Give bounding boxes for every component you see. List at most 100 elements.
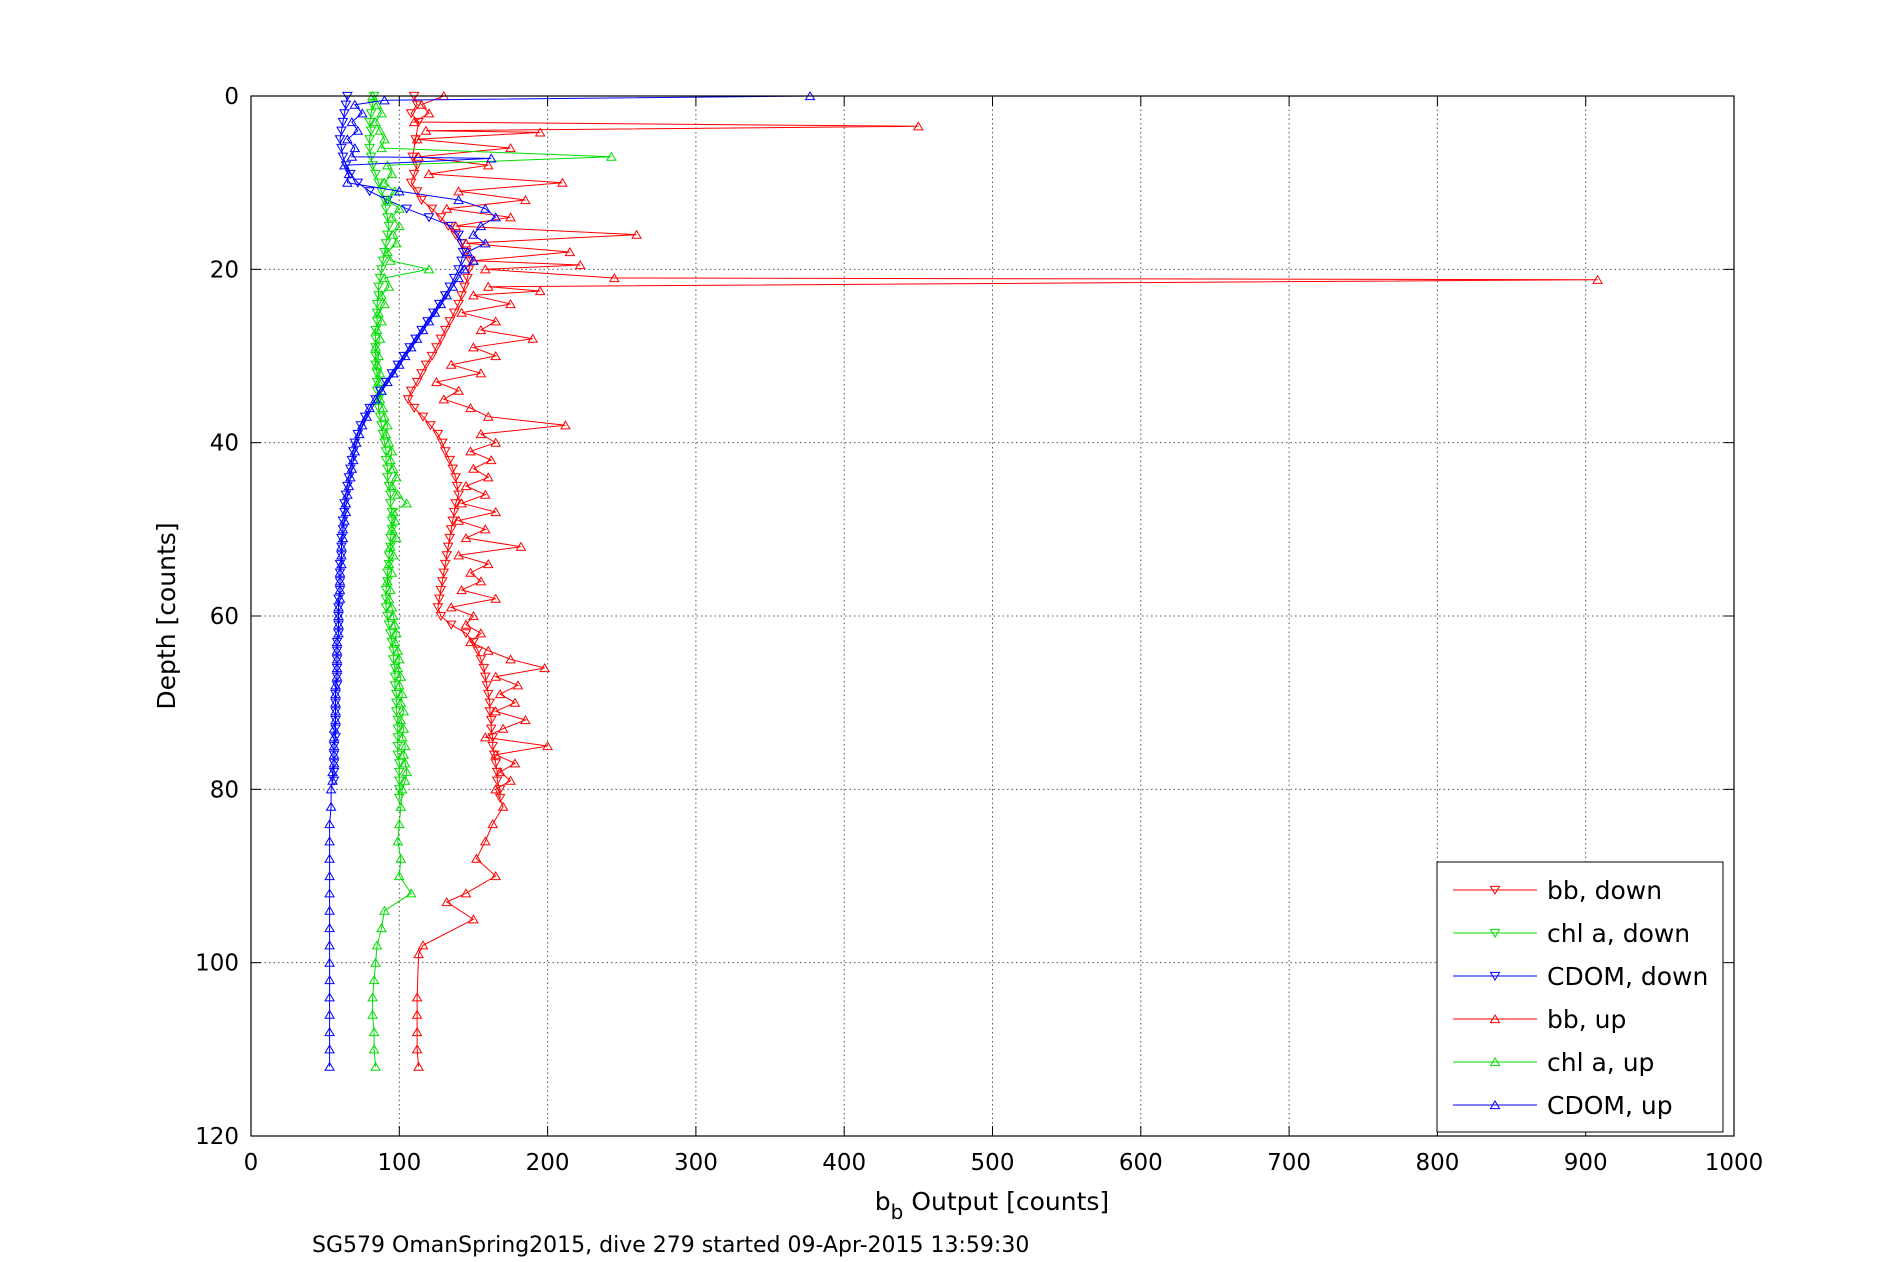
legend-swatch-marker	[1489, 1013, 1501, 1024]
legend-label: chl a, down	[1547, 919, 1690, 948]
data-point	[344, 464, 356, 474]
data-point	[355, 421, 367, 431]
data-point	[395, 671, 407, 681]
data-point	[389, 636, 401, 647]
data-point	[343, 480, 355, 491]
data-point	[385, 629, 396, 639]
data-point	[405, 109, 417, 119]
data-point	[371, 359, 383, 369]
data-point	[368, 974, 380, 985]
data-point	[382, 246, 393, 257]
data-point	[386, 637, 398, 648]
data-point	[380, 603, 392, 613]
data-point	[557, 177, 568, 187]
series-line	[372, 95, 612, 1067]
data-point	[490, 749, 502, 759]
data-point	[386, 567, 398, 577]
data-point	[479, 203, 491, 213]
data-point	[382, 376, 393, 387]
data-point	[411, 992, 423, 1002]
data-point	[349, 446, 361, 456]
data-point	[352, 178, 364, 188]
data-point	[408, 403, 420, 414]
data-point	[416, 195, 427, 206]
data-point	[342, 481, 353, 492]
data-point	[379, 411, 390, 421]
data-point	[331, 681, 343, 691]
data-point	[383, 437, 395, 447]
data-point	[379, 247, 390, 258]
data-point	[425, 421, 436, 431]
data-point	[371, 99, 383, 109]
data-point	[324, 1061, 335, 1071]
caption: SG579 OmanSpring2015, dive 279 started 0…	[312, 1233, 1029, 1258]
data-point	[436, 577, 448, 587]
data-point	[445, 359, 457, 369]
data-point	[460, 480, 472, 491]
data-point	[462, 273, 473, 284]
data-point	[433, 594, 445, 604]
data-point	[395, 697, 407, 707]
data-point	[417, 324, 429, 335]
data-point	[459, 264, 470, 274]
data-point	[380, 594, 392, 604]
data-point	[560, 420, 571, 430]
data-point	[380, 204, 392, 214]
data-point	[383, 558, 395, 569]
data-point	[497, 801, 509, 811]
data-point	[324, 905, 335, 915]
x-tick-label: 700	[1267, 1150, 1311, 1176]
data-point	[392, 724, 404, 734]
data-point	[373, 291, 384, 301]
data-point	[328, 740, 340, 751]
data-point	[435, 334, 447, 344]
x-axis-label: bb Output [counts]	[875, 1187, 1109, 1224]
data-point	[475, 628, 487, 638]
data-point	[475, 655, 487, 665]
data-point	[385, 541, 396, 551]
data-point	[539, 662, 551, 673]
data-point	[365, 109, 377, 119]
data-point	[390, 628, 402, 638]
data-point	[460, 888, 472, 898]
data-point	[330, 733, 341, 743]
data-point	[393, 759, 405, 769]
data-point	[515, 541, 527, 551]
data-point	[1592, 274, 1603, 284]
data-point	[444, 455, 456, 466]
data-point	[383, 281, 395, 291]
data-point	[364, 117, 376, 128]
data-point	[393, 785, 405, 795]
legend-label: bb, up	[1547, 1005, 1626, 1034]
legend-box	[1436, 861, 1724, 1133]
data-point	[380, 239, 392, 249]
data-point	[324, 922, 335, 933]
data-point	[460, 619, 472, 629]
data-point	[468, 610, 479, 621]
data-point	[379, 272, 390, 283]
data-point	[324, 870, 335, 881]
data-point	[385, 584, 396, 595]
data-point	[390, 472, 402, 482]
data-point	[482, 281, 494, 291]
data-point	[438, 394, 450, 404]
data-point	[441, 896, 453, 907]
data-point	[456, 498, 467, 508]
data-point	[413, 1061, 424, 1071]
data-point	[519, 194, 531, 205]
y-tick-label: 60	[210, 604, 239, 630]
data-point	[383, 481, 395, 492]
data-point	[435, 298, 447, 309]
data-point	[386, 369, 398, 379]
data-point	[370, 351, 381, 362]
data-point	[392, 360, 404, 370]
data-point	[379, 177, 390, 187]
data-point	[416, 369, 427, 379]
legend-item: CDOM, up	[1453, 1091, 1673, 1120]
data-point	[405, 888, 417, 898]
data-point	[485, 454, 497, 465]
data-point	[376, 385, 387, 395]
data-point	[491, 776, 503, 786]
data-point	[342, 489, 353, 499]
data-point	[389, 619, 401, 629]
